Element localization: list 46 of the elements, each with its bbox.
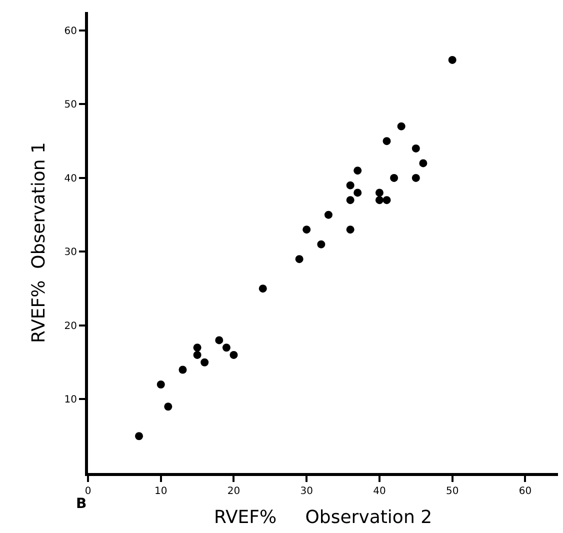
point bbox=[193, 344, 202, 352]
x-tick-label: 0 bbox=[84, 486, 92, 497]
point bbox=[324, 210, 332, 219]
point bbox=[193, 350, 202, 359]
point bbox=[375, 196, 384, 204]
point bbox=[419, 159, 428, 168]
point bbox=[412, 144, 420, 152]
point bbox=[382, 137, 391, 146]
y-tick-label: 60 bbox=[64, 26, 77, 37]
point bbox=[302, 226, 311, 234]
point bbox=[295, 255, 304, 264]
point bbox=[390, 174, 398, 182]
x-tick-label: 10 bbox=[154, 486, 168, 497]
point bbox=[354, 188, 362, 197]
point bbox=[412, 174, 420, 182]
y-tick-label: 40 bbox=[64, 173, 77, 184]
point bbox=[156, 380, 165, 388]
point bbox=[346, 226, 354, 234]
point bbox=[448, 56, 456, 64]
x-tick-label: 20 bbox=[227, 486, 240, 497]
point bbox=[397, 122, 406, 130]
point bbox=[135, 432, 144, 440]
point bbox=[222, 344, 230, 352]
x-tick-label: 60 bbox=[518, 486, 532, 497]
y-tick-label: 20 bbox=[64, 320, 77, 332]
y-tick-label: 10 bbox=[64, 394, 77, 406]
point bbox=[346, 196, 354, 204]
point bbox=[382, 196, 391, 204]
x-tick-label: 50 bbox=[446, 486, 459, 497]
point bbox=[215, 336, 224, 344]
point bbox=[178, 366, 187, 374]
point bbox=[258, 284, 267, 293]
point bbox=[200, 358, 209, 366]
y-tick-label: 50 bbox=[64, 100, 77, 111]
point bbox=[354, 166, 362, 175]
x-tick-label: 30 bbox=[300, 486, 313, 497]
point bbox=[317, 240, 326, 248]
point bbox=[230, 350, 238, 359]
point bbox=[375, 188, 384, 197]
y-axis-title: RVEF% Observation 1 bbox=[28, 142, 50, 343]
y-tick-label: 30 bbox=[64, 247, 77, 258]
x-axis-title: RVEF% Observation 2 bbox=[214, 507, 432, 528]
point bbox=[164, 402, 172, 411]
text: B bbox=[76, 496, 87, 512]
point bbox=[346, 181, 354, 190]
x-tick-label: 40 bbox=[373, 486, 386, 497]
